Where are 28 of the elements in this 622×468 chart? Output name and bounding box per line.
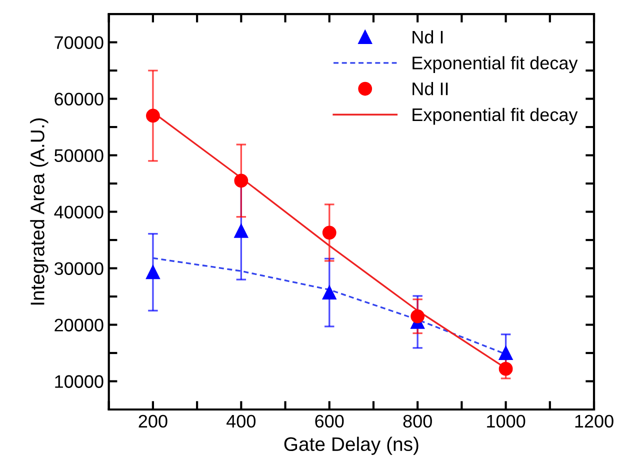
legend-label: Exponential fit decay: [412, 108, 578, 125]
legend-label: Nd I: [412, 30, 443, 44]
point: [498, 346, 513, 360]
y-tick-label: 20000: [54, 318, 104, 332]
point: [146, 265, 160, 280]
point: [498, 362, 513, 376]
y-tick-label: 50000: [54, 149, 104, 162]
point: [410, 309, 425, 324]
x-tick-label: 400: [226, 414, 256, 428]
point: [234, 224, 248, 238]
y-tick-label: 30000: [54, 262, 104, 275]
x-tick-label: 1200: [575, 414, 614, 428]
legend-label: Nd II: [412, 82, 448, 96]
point: [234, 174, 248, 188]
x-tick-label: 1000: [487, 414, 526, 428]
x-tick-label: 600: [315, 414, 344, 428]
y-tick-label: 40000: [54, 206, 104, 218]
point: [322, 286, 336, 300]
y-tick-label: 70000: [54, 36, 104, 50]
y-tick-label: 60000: [54, 92, 104, 106]
point: [146, 108, 160, 123]
point: [322, 226, 336, 240]
y-axis-title: Integrated Area (A.U.): [30, 118, 48, 305]
legend-label: Exponential fit decay: [412, 56, 578, 73]
x-tick-label: 800: [403, 414, 432, 428]
y-tick-label: 10000: [55, 375, 104, 388]
x-tick-label: 200: [138, 414, 168, 428]
x-axis-title: Gate Delay (ns): [284, 436, 418, 455]
